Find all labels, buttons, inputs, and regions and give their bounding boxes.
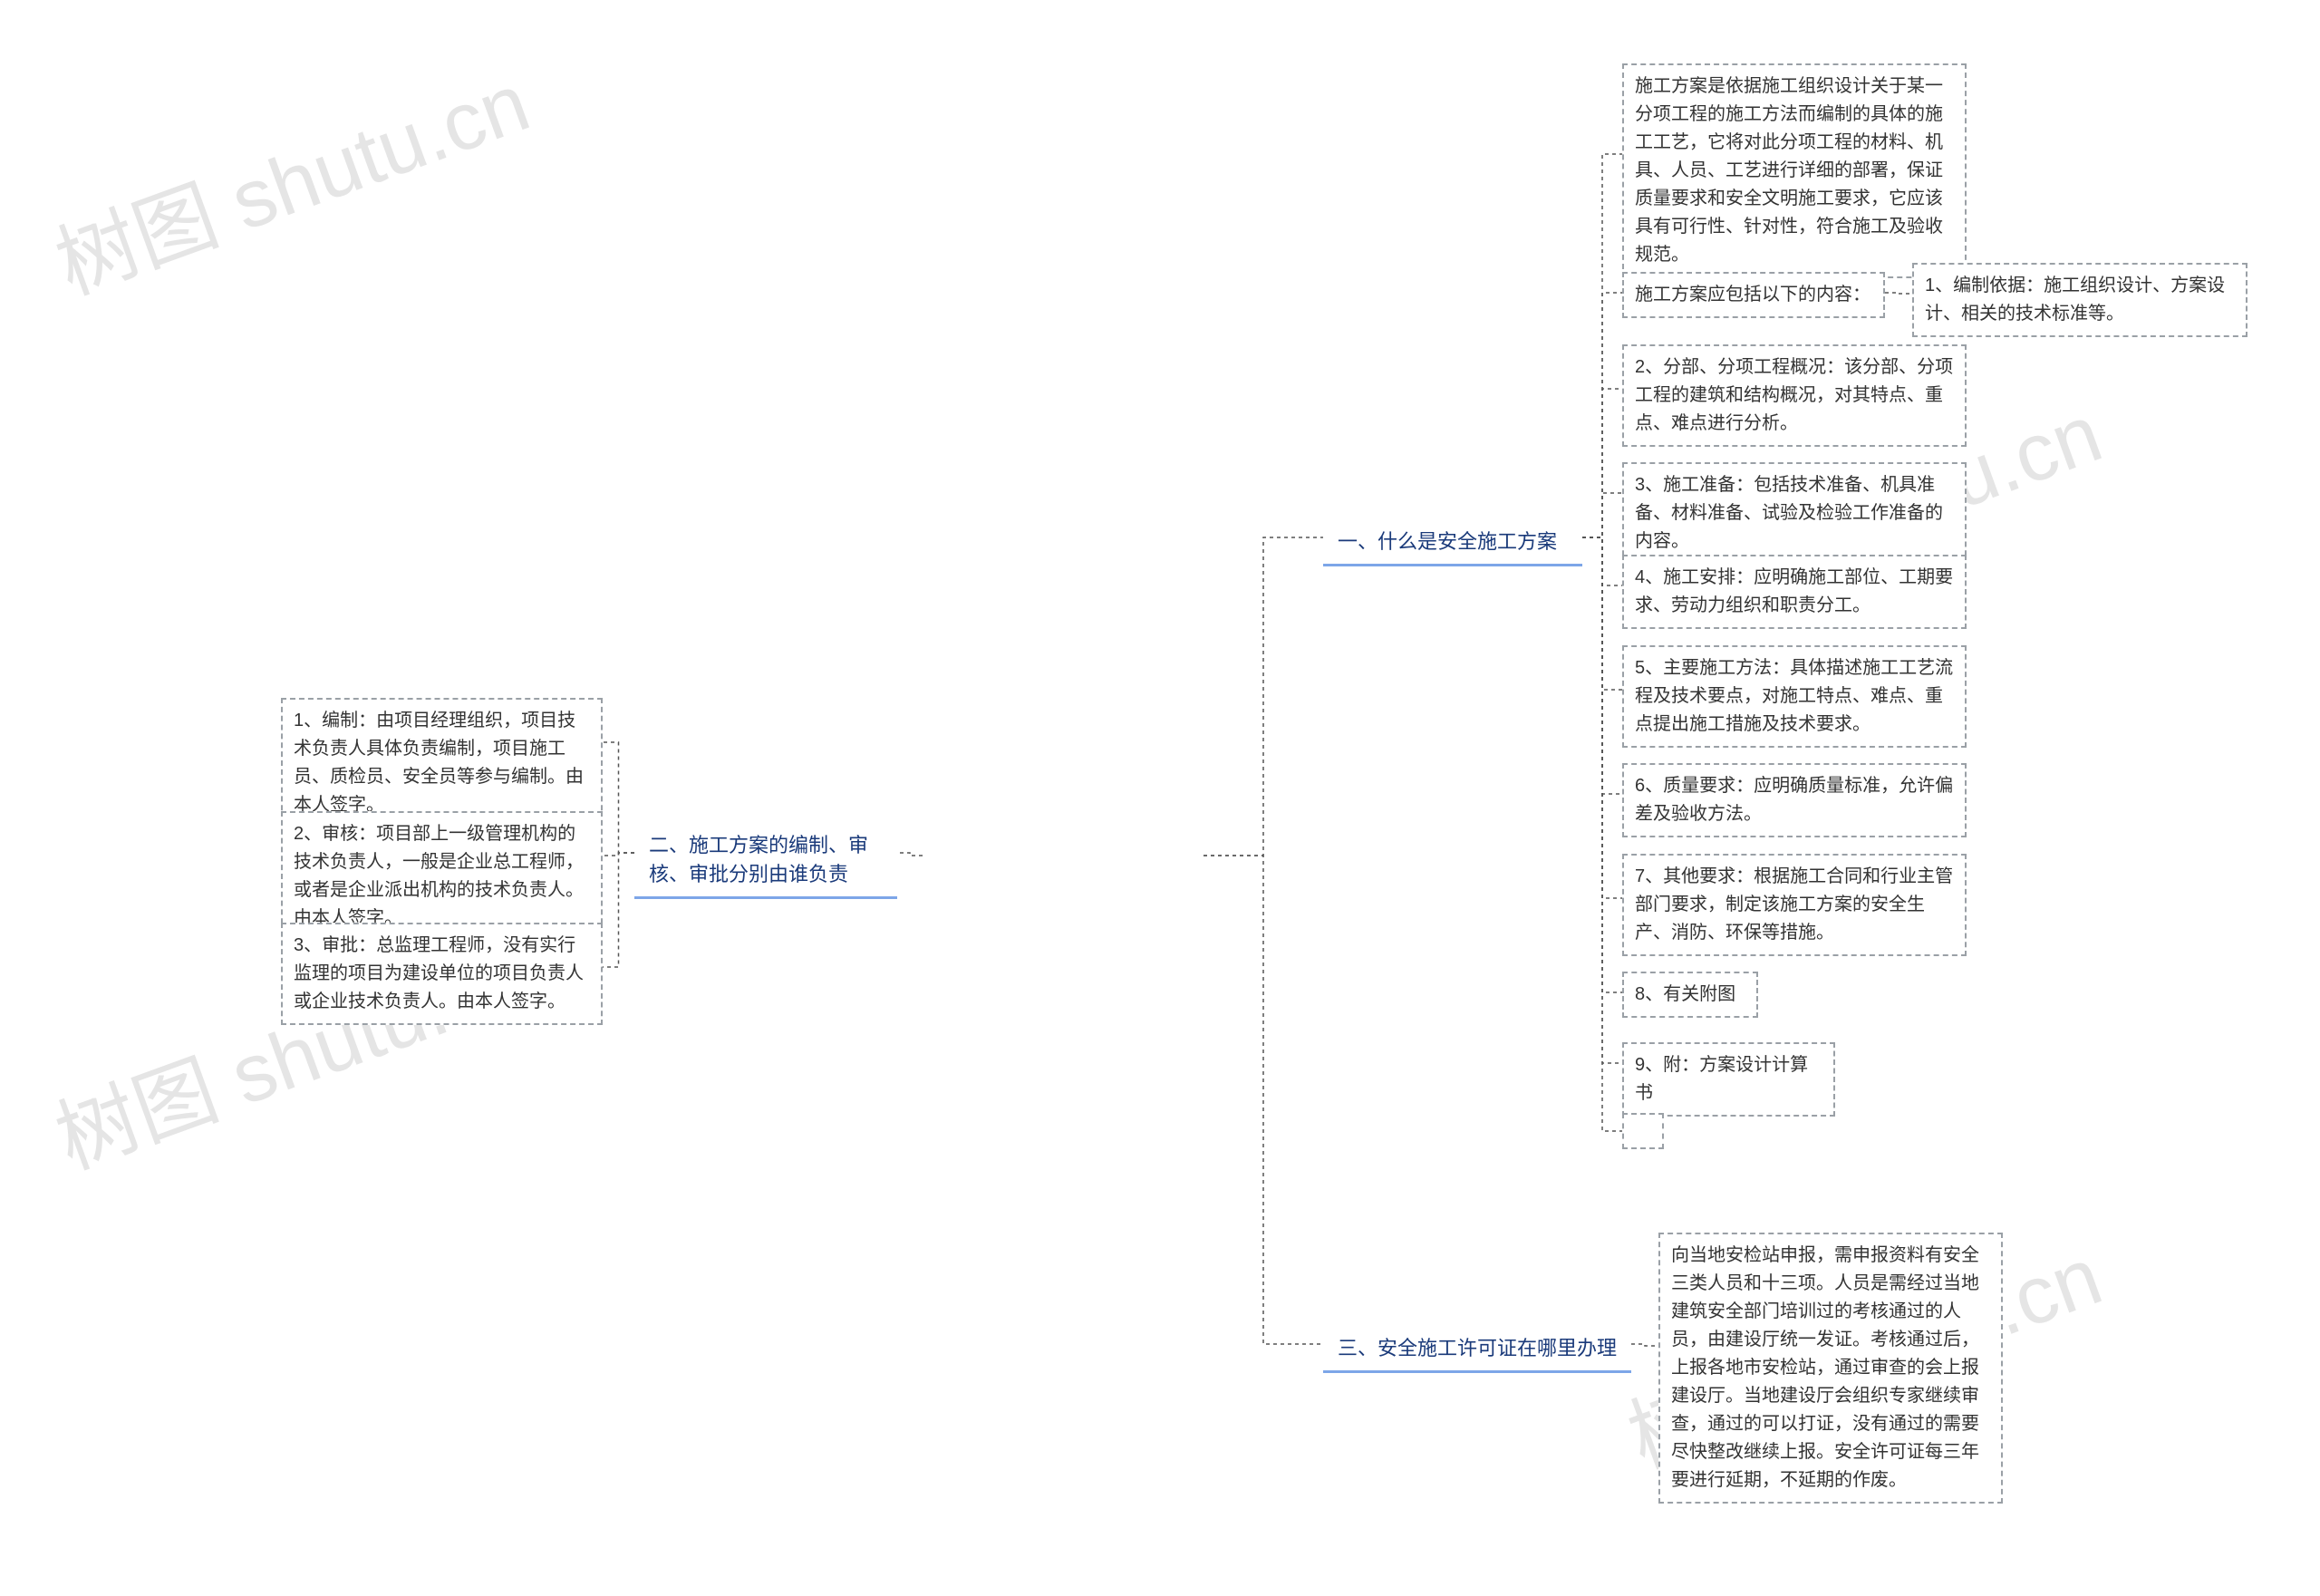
leaf-b2-0: 1、编制：由项目经理组织，项目技术负责人具体负责编制，项目施工员、质检员、安全员… [281,698,603,828]
branch-3: 三、安全施工许可证在哪里办理 [1323,1323,1631,1373]
branch-1: 一、什么是安全施工方案 [1323,517,1582,566]
leaf-b1-10 [1622,1113,1664,1149]
leaf-b2-2: 3、审批：总监理工程师，没有实行监理的项目为建设单位的项目负责人或企业技术负责人… [281,923,603,1025]
leaf-b1-0: 施工方案是依据施工组织设计关于某一分项工程的施工方法而编制的具体的施工工艺，它将… [1622,63,1967,278]
leaf-b1-7: 7、其他要求：根据施工合同和行业主管部门要求，制定该施工方案的安全生产、消防、环… [1622,854,1967,956]
leaf-b1-1-sub: 1、编制依据：施工组织设计、方案设计、相关的技术标准等。 [1912,263,2248,337]
leaf-b3-0: 向当地安检站申报，需申报资料有安全三类人员和十三项。人员是需经过当地建筑安全部门… [1658,1233,2003,1504]
root-label: 什么是安全施工方案 [957,847,1169,875]
leaf-b1-6: 6、质量要求：应明确质量标准，允许偏差及验收方法。 [1622,763,1967,837]
root-node: 什么是安全施工方案 [923,832,1204,879]
leaf-b1-2: 2、分部、分项工程概况：该分部、分项工程的建筑和结构概况，对其特点、重点、难点进… [1622,344,1967,447]
leaf-b1-9: 9、附：方案设计计算书 [1622,1042,1835,1117]
leaf-b1-4: 4、施工安排：应明确施工部位、工期要求、劳动力组织和职责分工。 [1622,555,1967,629]
leaf-b1-3: 3、施工准备：包括技术准备、机具准备、材料准备、试验及检验工作准备的内容。 [1622,462,1967,565]
watermark: 树图 shutu.cn [38,37,543,317]
leaf-b1-1: 施工方案应包括以下的内容： [1622,272,1885,318]
leaf-b1-5: 5、主要施工方法：具体描述施工工艺流程及技术要点，对施工特点、难点、重点提出施工… [1622,645,1967,748]
branch-2: 二、施工方案的编制、审核、审批分别由谁负责 [634,820,897,899]
leaf-b1-8: 8、有关附图 [1622,972,1758,1018]
